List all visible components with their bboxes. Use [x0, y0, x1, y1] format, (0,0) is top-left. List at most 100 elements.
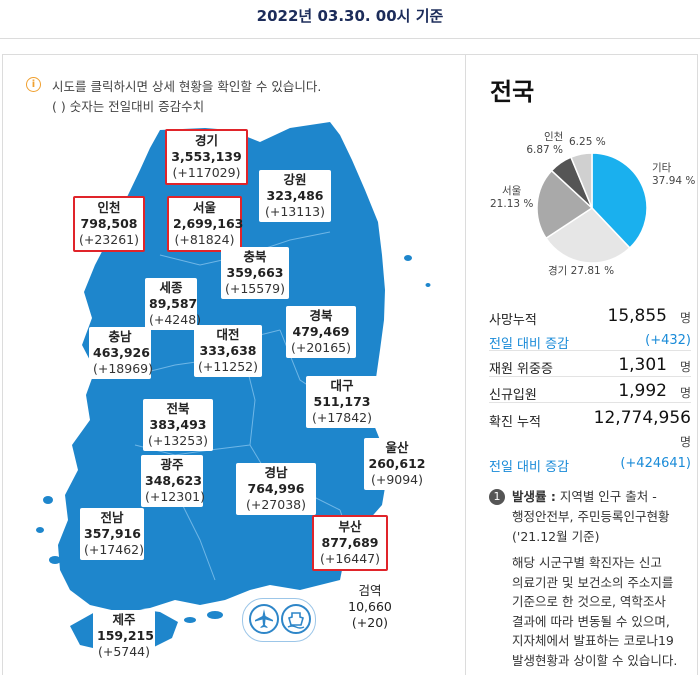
region-total: 357,916: [84, 526, 141, 541]
stat-label: 확진 누적: [489, 415, 541, 430]
region-total: 323,486: [266, 188, 324, 203]
stat-label: 사망누적: [489, 313, 537, 328]
region-total: 260,612: [368, 456, 426, 471]
stat-value: 1,301: [618, 355, 667, 375]
region-delta: (+117029): [172, 165, 241, 180]
region-total: 10,660: [348, 599, 392, 614]
region-label-jeonnam[interactable]: 전남 357,916 (+17462): [80, 508, 144, 560]
note-line2: 행정안전부, 주민등록인구현황: [512, 509, 670, 524]
pie-label-seoul: 서울 21.13 %: [490, 185, 533, 211]
region-label-incheon[interactable]: 인천 798,508 (+23261): [73, 196, 145, 252]
map-island-s2: [184, 617, 196, 623]
note-line3: ('21.12월 기준): [512, 529, 600, 544]
transport-icons: [242, 598, 316, 642]
region-label-jeonbuk[interactable]: 전북 383,493 (+13253): [143, 399, 213, 451]
map-island-w2: [36, 527, 44, 533]
pie-name: 인천: [544, 131, 564, 143]
note-para: 발생현황과 상이할 수 있습니다.: [512, 652, 678, 668]
region-label-gyeonggi[interactable]: 경기 3,553,139 (+117029): [165, 129, 248, 185]
region-name: 부산: [338, 519, 362, 534]
region-delta: (+5744): [97, 644, 151, 659]
region-label-gyeongnam[interactable]: 경남 764,996 (+27038): [236, 463, 316, 515]
region-label-ulsan[interactable]: 울산 260,612 (+9094): [364, 438, 430, 490]
stat-divider: [489, 376, 691, 377]
region-delta: (+12301): [145, 489, 205, 504]
note-para: 결과에 따라 변동될 수 있으며,: [512, 613, 670, 629]
region-name: 제주: [112, 612, 136, 627]
region-label-gyeongbuk[interactable]: 경북 479,469 (+20165): [286, 306, 356, 358]
stat-label: 신규입원: [489, 388, 537, 403]
region-delta: (+13113): [265, 204, 325, 219]
region-delta: (+13253): [148, 433, 208, 448]
note-disclaimer: 해당 시군구별 확진자는 신고 의료기관 및 보건소의 주소지를 기준으로 한 …: [512, 553, 677, 670]
stat-value: 15,855: [607, 306, 667, 326]
region-label-seoul[interactable]: 서울 2,699,163 (+81824): [167, 196, 244, 252]
map-island-dokdo: [425, 283, 431, 287]
map-island-ulleung: [404, 255, 412, 261]
region-label-quarantine[interactable]: 검역 10,660 (+20): [337, 581, 403, 633]
region-name: 검역: [358, 583, 382, 598]
region-total: 89,587: [149, 296, 198, 311]
region-label-jeju[interactable]: 제주 159,215 (+5744): [93, 610, 155, 662]
region-name: 경북: [309, 308, 333, 323]
stat-label: 전일 대비 증감: [489, 337, 570, 352]
pie-name: 서울: [502, 185, 522, 197]
pie-label-incheon: 인천 6.87 %: [526, 131, 563, 157]
region-label-gwangju[interactable]: 광주 348,623 (+12301): [141, 455, 205, 507]
region-label-gangwon[interactable]: 강원 323,486 (+13113): [259, 170, 331, 222]
region-total: 463,926: [93, 345, 150, 360]
region-total: 479,469: [292, 324, 350, 339]
pie-pct: 21.13 %: [490, 198, 534, 210]
map-island-w1: [43, 496, 53, 504]
panel-divider: [465, 54, 466, 675]
stat-value: (+432): [645, 333, 691, 348]
stat-value: 12,774,956: [593, 408, 691, 428]
pie-pct: 27.81 %: [570, 265, 615, 277]
pie-slice-0: [591, 152, 648, 250]
region-delta: (+81824): [174, 232, 235, 247]
pie-pct: 6.25 %: [569, 136, 606, 148]
region-delta: (+20165): [291, 340, 351, 355]
region-name: 강원: [283, 172, 307, 187]
region-name: 경남: [264, 465, 288, 480]
region-name: 서울: [192, 200, 216, 215]
pie-label-other: 기타 37.94 %: [652, 162, 695, 188]
region-delta: (+23261): [79, 232, 139, 247]
info-icon: i: [26, 77, 41, 92]
region-total: 348,623: [145, 473, 202, 488]
region-label-busan[interactable]: 부산 877,689 (+16447): [312, 515, 388, 571]
region-label-daejeon[interactable]: 대전 333,638 (+11252): [194, 325, 262, 377]
airplane-icon[interactable]: [249, 604, 279, 634]
region-total: 159,215: [97, 628, 154, 643]
date-header: 2022년 03.30. 00시 기준: [0, 0, 700, 39]
note-bold: 발생률 :: [512, 489, 556, 504]
stat-unit: 명: [679, 311, 691, 325]
region-delta: (+27038): [246, 497, 306, 512]
stat-unit: 명: [679, 435, 691, 449]
region-name: 울산: [385, 440, 409, 455]
region-label-chungnam[interactable]: 충남 463,926 (+18969): [89, 327, 153, 379]
region-total: 383,493: [149, 417, 207, 432]
note-line1: 지역별 인구 출처 -: [555, 489, 657, 504]
pie-chart: [536, 152, 648, 264]
region-label-chungbuk[interactable]: 충북 359,663 (+15579): [221, 247, 289, 299]
region-total: 2,699,163: [173, 216, 244, 231]
stat-unit: 명: [679, 360, 691, 374]
note-source: 발생률 : 지역별 인구 출처 - 행정안전부, 주민등록인구현황 ('21.1…: [512, 487, 669, 547]
stat-label: 전일 대비 증감: [489, 460, 570, 475]
stat-label: 재원 위중증: [489, 362, 553, 377]
region-total: 798,508: [80, 216, 138, 231]
region-title: 전국: [490, 78, 535, 106]
region-label-sejong[interactable]: 세종 89,587 (+4248): [145, 278, 201, 330]
info-text-1: 시도를 클릭하시면 상세 현황을 확인할 수 있습니다.: [52, 79, 322, 94]
ship-icon[interactable]: [281, 604, 311, 634]
region-name: 광주: [160, 457, 184, 472]
region-total: 333,638: [199, 343, 257, 358]
stat-divider: [489, 350, 691, 351]
pie-slice-1: [544, 207, 631, 264]
region-name: 전북: [166, 401, 190, 416]
region-label-daegu[interactable]: 대구 511,173 (+17842): [306, 376, 378, 428]
region-total: 511,173: [313, 394, 371, 409]
region-delta: (+11252): [198, 359, 258, 374]
pie-name: 경기: [548, 265, 568, 277]
